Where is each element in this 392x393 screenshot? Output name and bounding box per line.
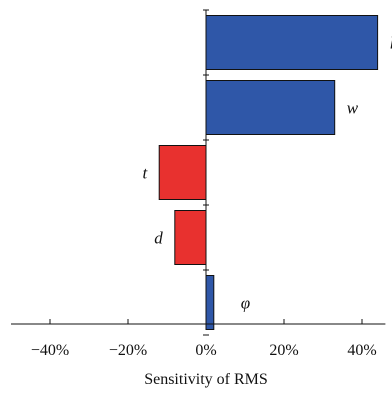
bar-0 bbox=[205, 15, 379, 70]
x-tick-label: 0% bbox=[195, 342, 216, 359]
x-tick-label: −20% bbox=[109, 342, 147, 359]
bar-label-1: w bbox=[347, 99, 359, 118]
x-tick-label: −40% bbox=[31, 342, 69, 359]
bar-1 bbox=[205, 80, 336, 135]
bar-label-2: t bbox=[142, 164, 148, 183]
x-tick-label: 40% bbox=[347, 342, 376, 359]
bar-label-3: d bbox=[154, 229, 163, 248]
labels-layer: l w t d φ bbox=[142, 34, 392, 313]
bar-2 bbox=[158, 145, 207, 200]
bar-4 bbox=[205, 275, 215, 330]
bars-layer bbox=[158, 15, 379, 330]
axes-layer: −40% −20% 0% 20% 40% bbox=[11, 9, 386, 359]
x-axis-title: Sensitivity of RMS bbox=[144, 371, 268, 388]
bar-label-4: φ bbox=[241, 294, 250, 313]
bar-3 bbox=[174, 210, 207, 265]
bar-label-0: l bbox=[390, 34, 392, 53]
x-tick-label: 20% bbox=[269, 342, 298, 359]
